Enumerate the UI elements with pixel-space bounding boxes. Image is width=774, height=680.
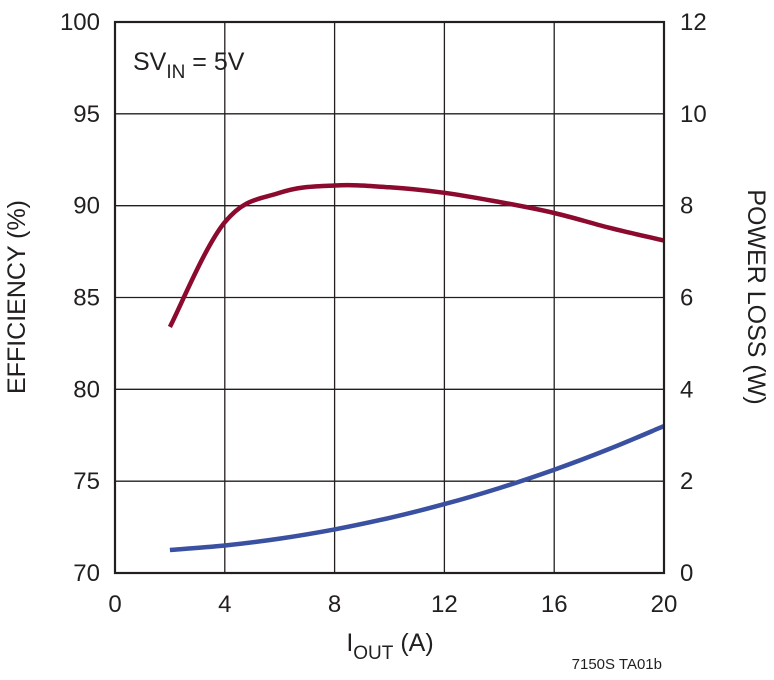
y-left-tick-label: 70: [73, 560, 100, 587]
annotation-subscript: IN: [166, 62, 185, 83]
tick-labels: 0 4 8 12 16 20 70 75 80 85 90 95 100 0 2 4 6 8 10 12: [60, 9, 707, 618]
annotation-main: SV: [133, 48, 167, 76]
y-axis-right-title: POWER LOSS (W): [742, 189, 770, 404]
series-layer: [167, 182, 665, 553]
y-left-tick-label: 95: [73, 101, 100, 128]
figure-id: 7150S TA01b: [572, 656, 662, 673]
x-axis-title: IOUT (A): [346, 629, 433, 664]
x-axis-title-main: I: [346, 629, 353, 657]
y-right-tick-label: 10: [680, 101, 707, 128]
y-right-tick-label: 6: [680, 285, 693, 312]
plot-frame: [113, 20, 666, 575]
input-voltage-annotation: SVIN = 5V: [133, 48, 245, 83]
x-tick-label: 0: [108, 591, 121, 618]
annotation-rest: = 5V: [185, 48, 244, 76]
y-right-tick-label: 4: [680, 376, 693, 403]
x-tick-label: 16: [541, 591, 568, 618]
y-left-tick-label: 80: [73, 376, 100, 403]
y-left-tick-label: 75: [73, 468, 100, 495]
x-tick-label: 8: [328, 591, 341, 618]
x-axis-title-subscript: OUT: [353, 643, 394, 664]
y-right-tick-label: 8: [680, 193, 693, 220]
y-left-tick-label: 100: [60, 9, 100, 36]
grid-lines: [115, 22, 664, 573]
power-loss-line: [169, 424, 665, 553]
y-axis-left-title: EFFICIENCY (%): [3, 200, 31, 394]
efficiency-line: [167, 182, 665, 328]
x-axis-title-rest: (A): [393, 629, 433, 657]
x-tick-label: 20: [651, 591, 678, 618]
y-right-tick-label: 2: [680, 468, 693, 495]
y-right-tick-label: 12: [680, 9, 707, 36]
y-left-tick-label: 85: [73, 285, 100, 312]
y-right-tick-label: 0: [680, 560, 693, 587]
x-tick-label: 4: [218, 591, 231, 618]
x-tick-label: 12: [431, 591, 458, 618]
y-left-tick-label: 90: [73, 193, 100, 220]
